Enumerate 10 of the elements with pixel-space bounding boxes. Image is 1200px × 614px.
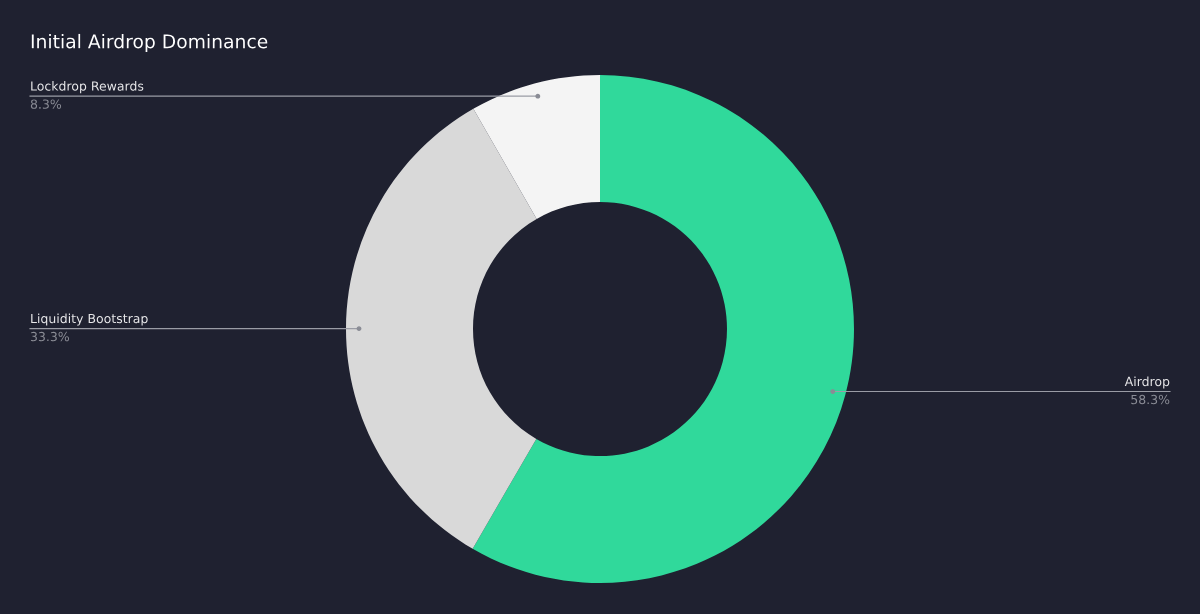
- data-label: 8.3%: [30, 99, 62, 109]
- data-label: 33.3%: [30, 331, 70, 342]
- data-label: 58.3%: [1131, 394, 1170, 405]
- slice-label: Airdrop: [1124, 376, 1170, 389]
- chart-title: Initial Airdrop Dominance: [31, 33, 268, 53]
- donut-slice: [346, 108, 537, 549]
- donut-slice: [473, 75, 600, 219]
- slice-label: Lockdrop Rewards: [31, 81, 144, 94]
- donut-slice: [472, 75, 854, 583]
- slice-label: Liquidity Bootstrap: [31, 313, 148, 326]
